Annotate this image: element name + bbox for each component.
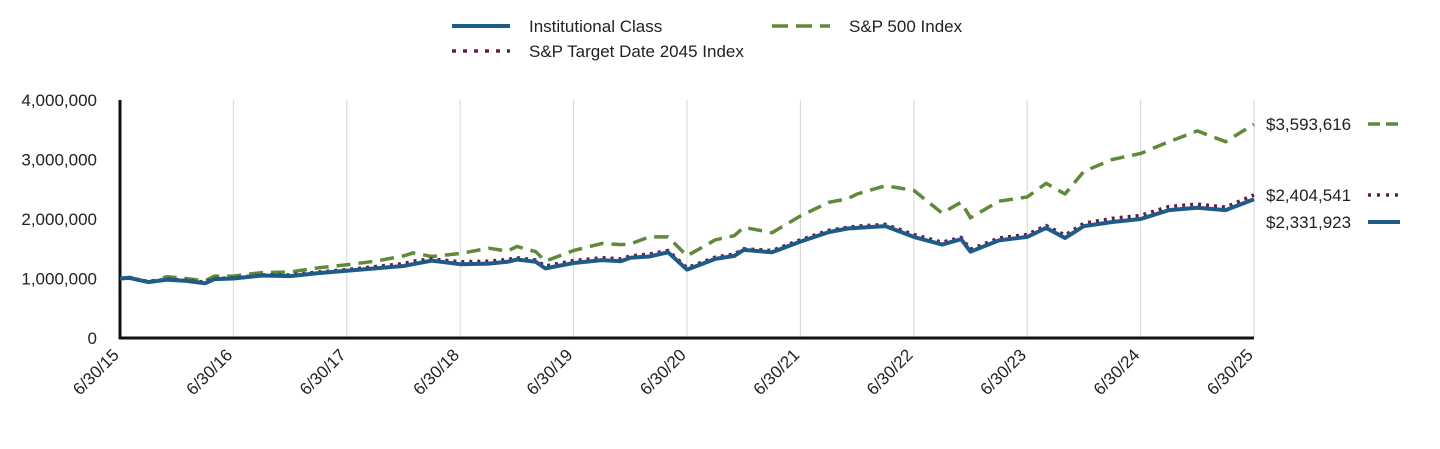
series-line <box>119 197 1255 286</box>
series-lines <box>119 122 1255 286</box>
y-tick-label: 3,000,000 <box>21 151 97 170</box>
x-tick-label: 6/30/20 <box>636 345 690 399</box>
y-tick-label: 4,000,000 <box>21 91 97 110</box>
end-value-label: $2,331,923 <box>1266 213 1351 232</box>
x-tick-label: 6/30/15 <box>69 345 123 399</box>
series-line <box>119 122 1255 284</box>
x-tick-label: 6/30/16 <box>183 345 237 399</box>
y-tick-label: 1,000,000 <box>21 270 97 289</box>
y-tick-label: 2,000,000 <box>21 210 97 229</box>
x-tick-label: 6/30/21 <box>750 345 804 399</box>
end-value-labels: $2,331,923 $3,593,616 $2,404,541 <box>1266 115 1400 232</box>
x-tick-label: 6/30/19 <box>523 345 577 399</box>
legend-label: S&P 500 Index <box>849 17 963 36</box>
x-tick-label: 6/30/22 <box>863 345 917 399</box>
end-value-label: $3,593,616 <box>1266 115 1351 134</box>
x-tick-label: 6/30/23 <box>976 345 1030 399</box>
x-tick-label: 6/30/18 <box>409 345 463 399</box>
end-value-label: $2,404,541 <box>1266 186 1351 205</box>
legend-label: S&P Target Date 2045 Index <box>529 42 744 61</box>
axes: 0 1,000,000 2,000,000 3,000,000 4,000,000 6/3… <box>21 91 1256 399</box>
gridlines <box>232 100 1255 338</box>
legend: Institutional Class S&P 500 Index S&P Targ… <box>452 17 963 61</box>
y-tick-label: 0 <box>88 329 97 348</box>
x-tick-label: 6/30/24 <box>1090 345 1144 399</box>
legend-label: Institutional Class <box>529 17 662 36</box>
x-tick-label: 6/30/17 <box>296 345 350 399</box>
x-tick-label: 6/30/25 <box>1203 345 1257 399</box>
